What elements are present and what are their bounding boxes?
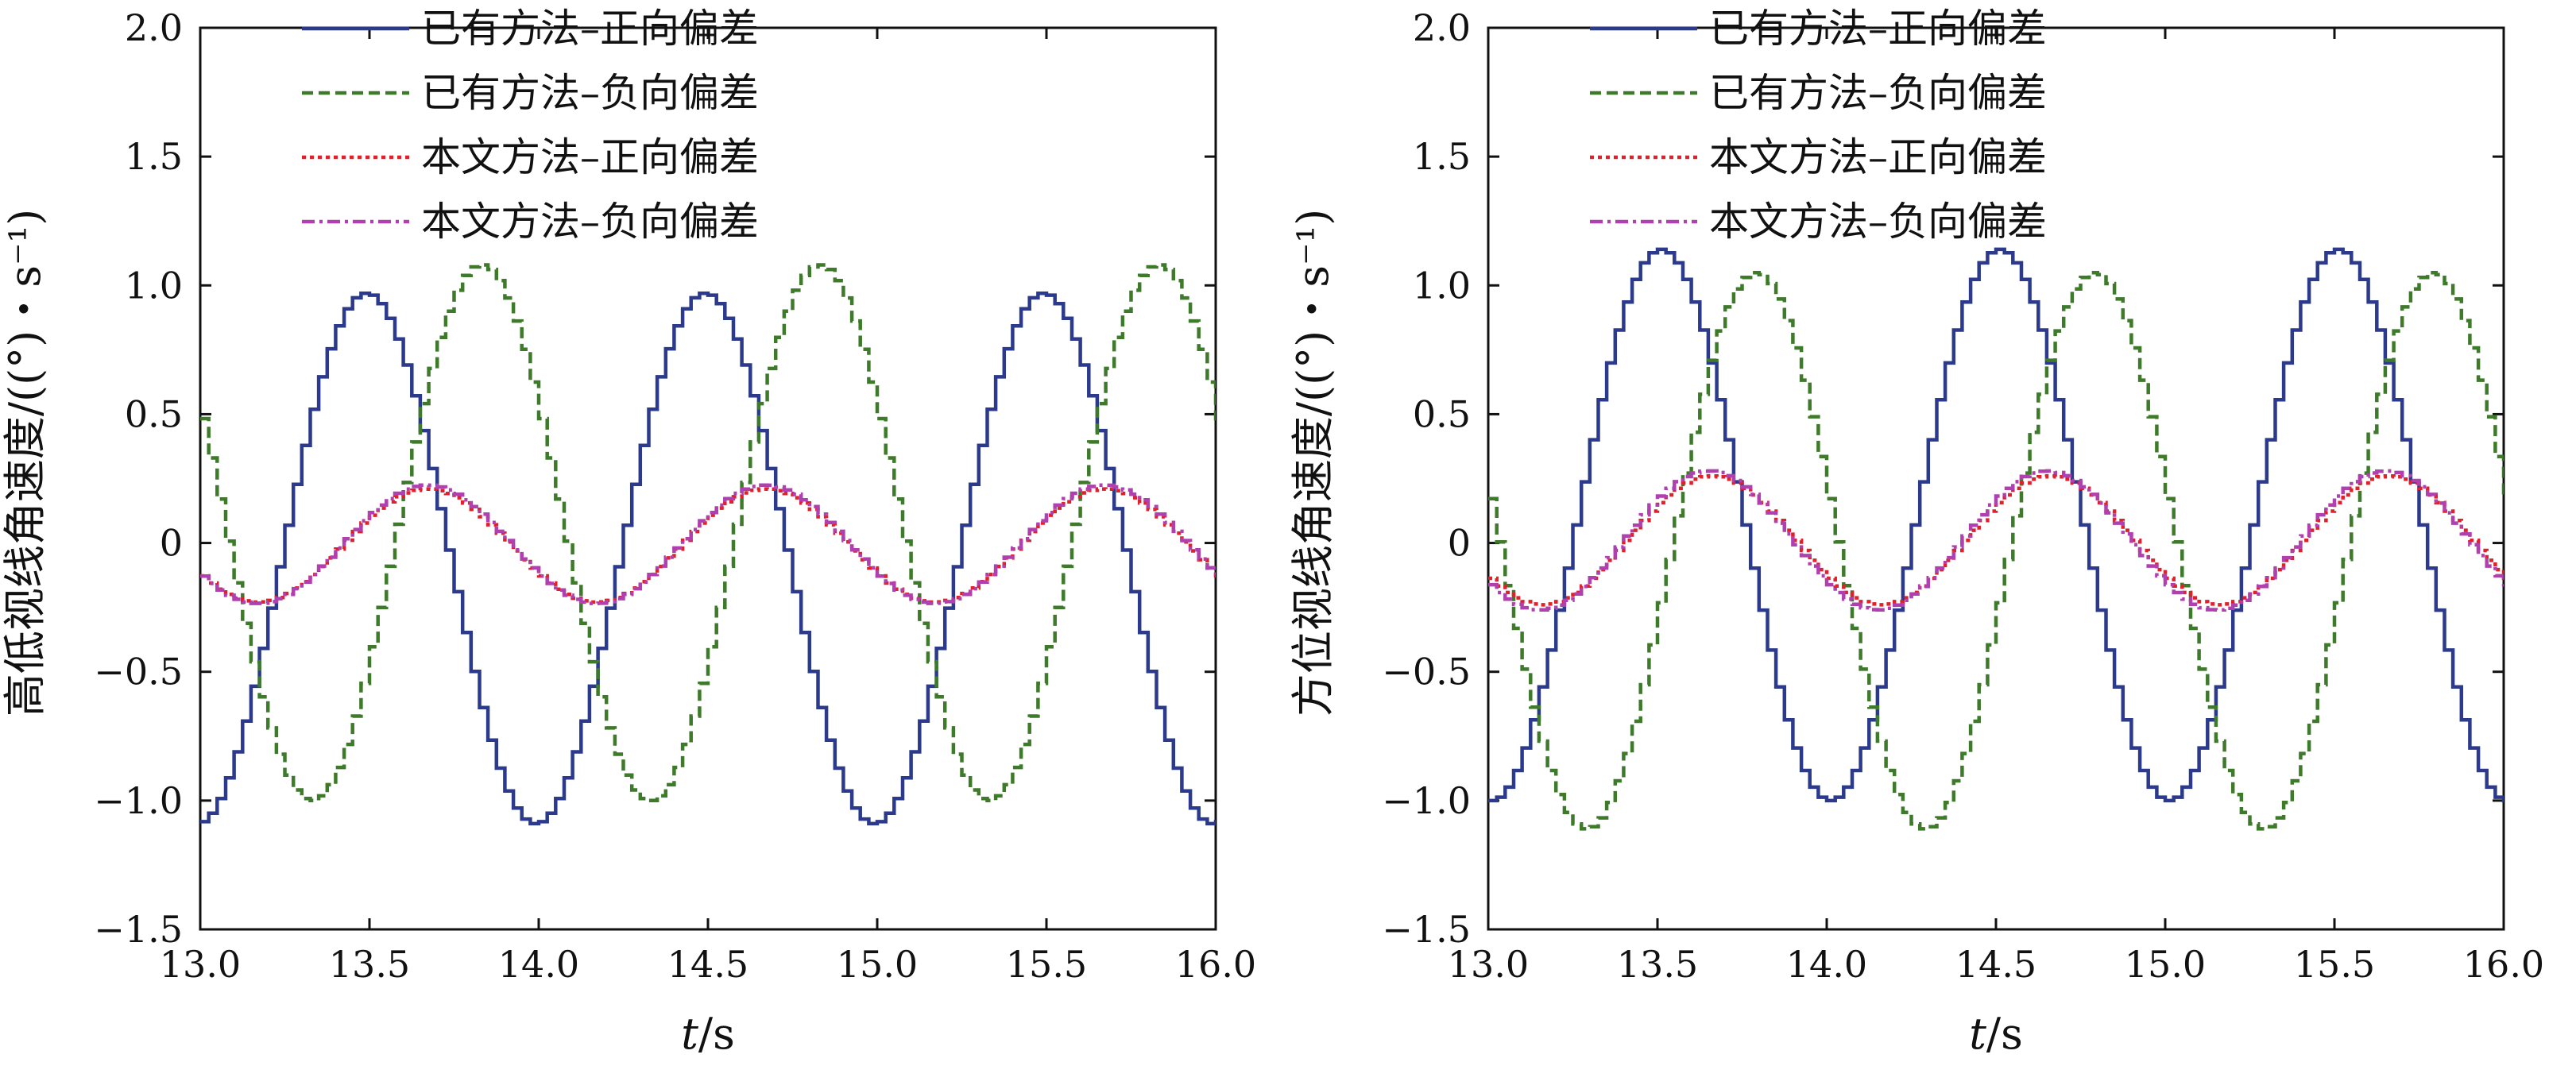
y-axis-title: 高低视线角速度/((°)・s⁻¹): [0, 209, 50, 716]
series-line-3: [1488, 469, 2504, 612]
y-tick-label: −1.0: [94, 779, 183, 822]
y-tick-label: −0.5: [1382, 651, 1471, 693]
x-tick-label: 16.0: [2463, 943, 2544, 986]
y-tick-label: 0.5: [1413, 392, 1471, 435]
x-tick-label: 16.0: [1175, 943, 1256, 986]
y-tick-label: 2.0: [125, 6, 183, 49]
x-tick-label: 14.5: [1955, 943, 2036, 986]
series-line-1: [1488, 270, 2504, 831]
y-tick-label: 0.5: [125, 392, 183, 435]
y-tick-label: 1.5: [125, 135, 183, 178]
legend-label-3: 本文方法–负向偏差: [421, 199, 759, 245]
x-tick-label: 14.0: [1786, 943, 1867, 986]
x-tick-label: 13.0: [160, 943, 241, 986]
y-axis-title: 方位视线角速度/((°)・s⁻¹): [1288, 209, 1338, 716]
legend-label-1: 已有方法–负向偏差: [1709, 70, 2047, 116]
series-line-2: [1488, 474, 2504, 607]
y-tick-label: 1.0: [1413, 264, 1471, 307]
chart-panel-elevation: 13.0 13.5 14.0 14.5 15.0 15.5 16.0 2.0 1.5 1.0 0.5…: [0, 6, 1256, 1059]
legend-label-0: 已有方法–正向偏差: [421, 6, 759, 52]
x-tick-label: 13.0: [1448, 943, 1529, 986]
legend-label-1: 已有方法–负向偏差: [421, 70, 759, 116]
x-axis-title: t/s: [1969, 1009, 2023, 1059]
x-tick-label: 15.5: [2294, 943, 2375, 986]
legend-label-3: 本文方法–负向偏差: [1709, 199, 2047, 245]
y-tick-label: 0: [160, 522, 183, 565]
x-tick-label: 13.5: [1617, 943, 1698, 986]
y-tick-label: 2.0: [1413, 6, 1471, 49]
x-tick-label: 15.0: [837, 943, 918, 986]
y-tick-label: −1.5: [94, 908, 183, 951]
legend-label-0: 已有方法–正向偏差: [1709, 6, 2047, 52]
x-tick-label: 14.5: [667, 943, 748, 986]
x-axis-title: t/s: [681, 1009, 735, 1059]
x-tick-label: 15.5: [1006, 943, 1087, 986]
y-tick-label: −1.5: [1382, 908, 1471, 951]
series-line-0: [200, 291, 1216, 826]
y-tick-label: 1.5: [1413, 135, 1471, 178]
x-tick-label: 14.0: [498, 943, 579, 986]
chart-panel-azimuth: 13.0 13.5 14.0 14.5 15.0 15.5 16.0 2.0 1.5 1.0 0.5…: [1288, 6, 2544, 1059]
y-tick-label: −0.5: [94, 651, 183, 693]
series-line-2: [200, 487, 1216, 604]
series-line-0: [1488, 247, 2504, 803]
legend-label-2: 本文方法–正向偏差: [421, 134, 759, 180]
y-tick-label: 0: [1448, 522, 1471, 565]
y-tick-label: 1.0: [125, 264, 183, 307]
x-tick-label: 15.0: [2125, 943, 2206, 986]
series-line-1: [200, 263, 1216, 802]
y-tick-label: −1.0: [1382, 779, 1471, 822]
x-tick-label: 13.5: [329, 943, 410, 986]
series-line-3: [200, 483, 1216, 605]
legend-label-2: 本文方法–正向偏差: [1709, 134, 2047, 180]
